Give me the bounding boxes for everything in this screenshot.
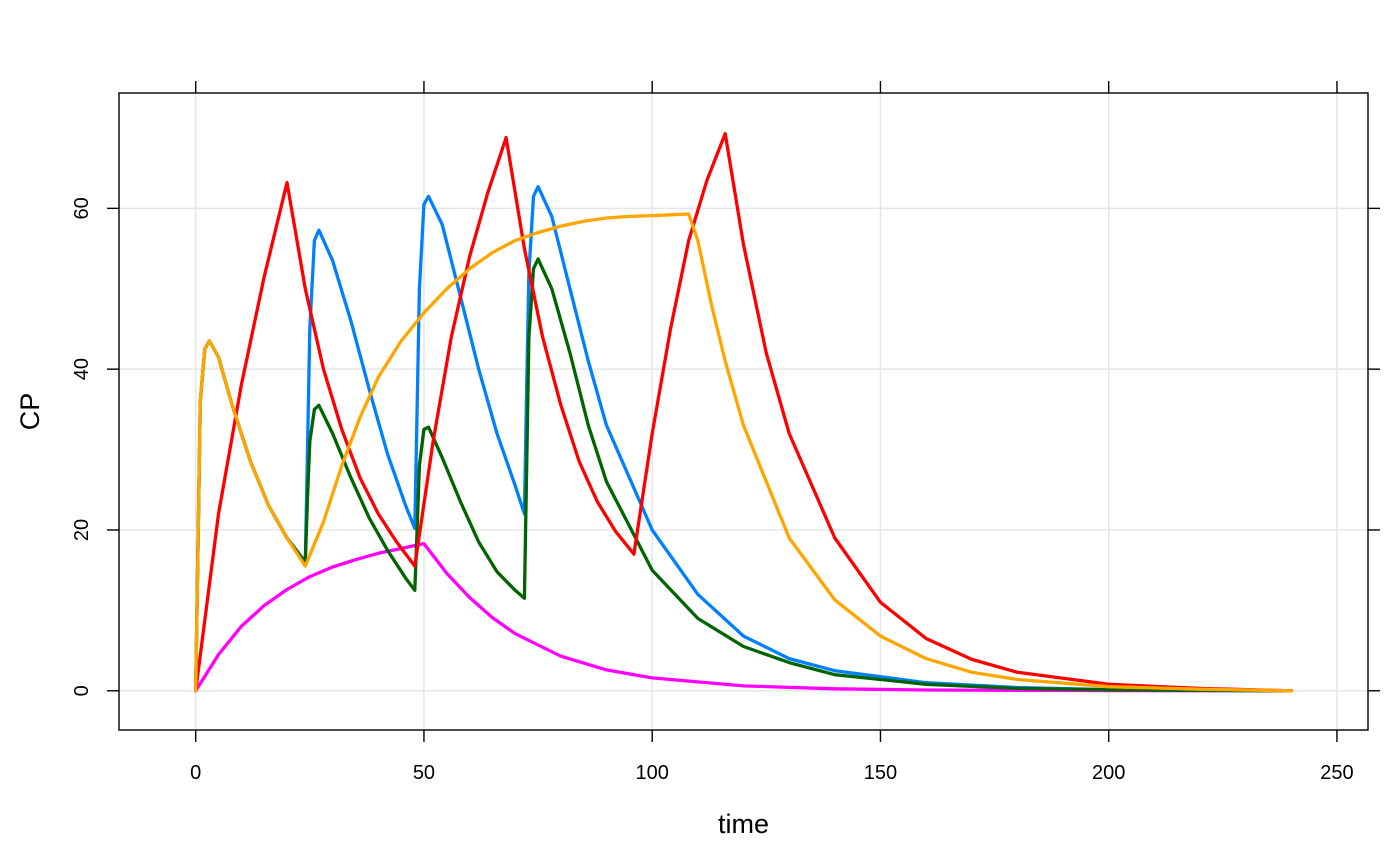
x-tick-label: 50 (413, 762, 435, 784)
x-tick-label: 0 (190, 762, 201, 784)
series-line-2 (194, 185, 1293, 693)
y-tick-label: 0 (71, 685, 93, 696)
x-tick-label: 200 (1092, 762, 1125, 784)
y-tick-label: 20 (71, 519, 93, 541)
x-tick-label: 100 (636, 762, 669, 784)
axes: 0 50 100 150 200 250 0 20 40 60 (71, 81, 1380, 784)
series-line-5 (194, 212, 1293, 693)
y-tick-label: 60 (71, 197, 93, 219)
x-axis-title: time (718, 809, 769, 839)
x-tick-label: 150 (864, 762, 897, 784)
y-axis-title: CP (15, 393, 45, 431)
x-tick-label: 250 (1320, 762, 1353, 784)
series-lines (194, 131, 1293, 693)
grid (119, 93, 1368, 730)
series-line-1 (194, 541, 1293, 693)
plot-frame (118, 92, 1369, 731)
y-tick-label: 40 (71, 358, 93, 380)
series-line-4 (194, 131, 1293, 693)
